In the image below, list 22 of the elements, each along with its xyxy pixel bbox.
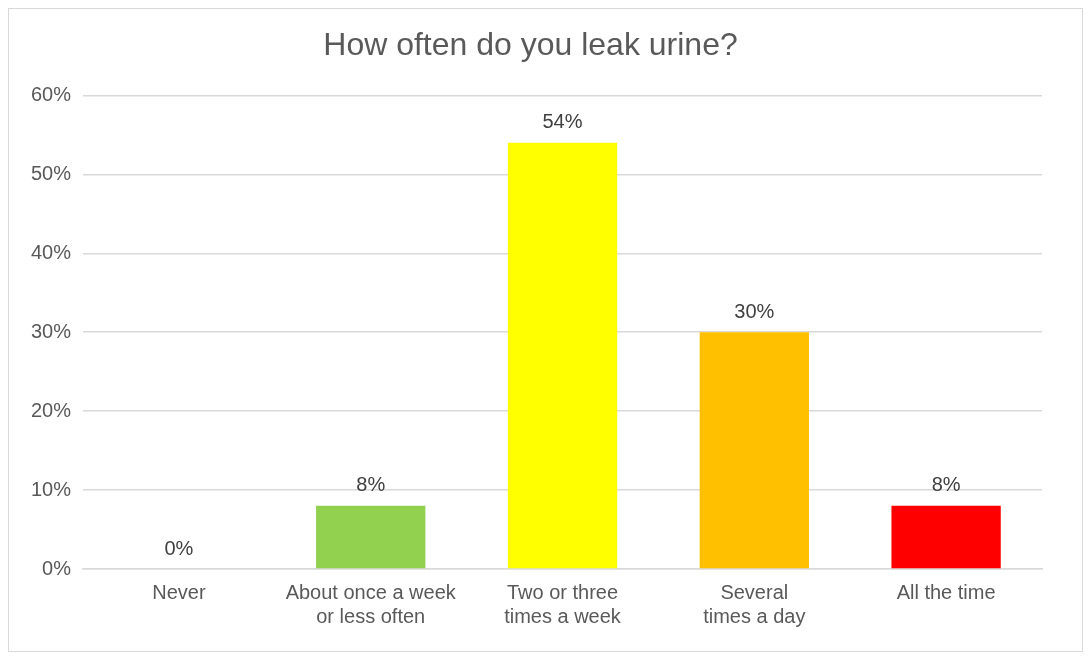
y-tick-label: 30% bbox=[31, 319, 72, 342]
data-label: 0% bbox=[164, 536, 194, 559]
chart-title: How often do you leak urine? bbox=[323, 26, 738, 63]
data-label: 8% bbox=[931, 473, 961, 496]
bar bbox=[507, 142, 618, 569]
y-tick-label: 60% bbox=[31, 82, 72, 105]
y-tick-label: 40% bbox=[31, 240, 72, 263]
y-tick-label: 20% bbox=[31, 398, 72, 421]
x-tick-label: All the time bbox=[896, 580, 996, 603]
bar bbox=[699, 332, 809, 569]
x-tick-label: Never bbox=[152, 580, 206, 603]
x-tick-label: Two or three times a week bbox=[504, 580, 622, 627]
bar bbox=[891, 505, 1001, 569]
data-label: 54% bbox=[542, 110, 583, 133]
x-tick-label: Several times a day bbox=[703, 580, 806, 627]
y-tick-label: 0% bbox=[42, 556, 72, 579]
x-tick-label: About once a week or less often bbox=[285, 580, 457, 627]
data-label: 8% bbox=[356, 473, 386, 496]
y-tick-label: 10% bbox=[31, 477, 72, 500]
y-tick-label: 50% bbox=[31, 161, 72, 184]
data-label: 30% bbox=[734, 299, 775, 322]
bar bbox=[316, 505, 426, 569]
